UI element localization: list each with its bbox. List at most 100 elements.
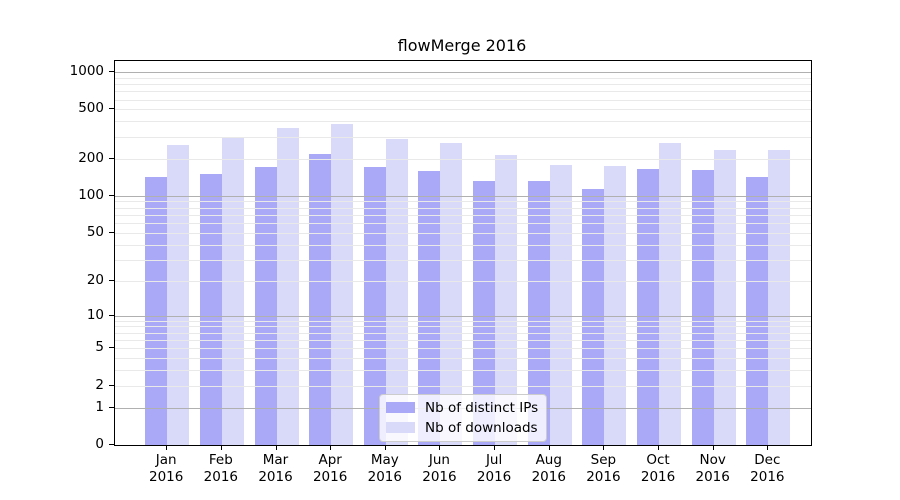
y-tick-label-200: 200 <box>78 149 104 166</box>
gridline-major-10 <box>115 315 811 317</box>
x-tick-label-aug: Aug 2016 <box>531 452 566 485</box>
bar-distinct-ips-feb <box>199 173 222 445</box>
legend: Nb of distinct IPs Nb of downloads <box>379 394 547 442</box>
bar-downloads-apr <box>331 124 354 445</box>
y-tick-label-2: 2 <box>95 376 104 393</box>
bar-distinct-ips-jan <box>145 176 168 445</box>
y-tick-label-20: 20 <box>86 271 104 288</box>
y-tick-mark-5 <box>109 347 114 349</box>
bar-downloads-dec <box>768 150 791 445</box>
x-tick-mark-mar <box>275 445 277 450</box>
gridline-minor-9 <box>115 320 811 322</box>
bar-downloads-mar <box>276 127 299 445</box>
x-tick-label-sep: Sep 2016 <box>586 452 621 485</box>
x-tick-mark-jan <box>166 445 168 450</box>
gridline-minor-2 <box>115 385 811 387</box>
bar-downloads-oct <box>659 142 682 445</box>
gridline-minor-4 <box>115 358 811 360</box>
y-tick-mark-2 <box>109 384 114 386</box>
gridline-minor-3 <box>115 370 811 372</box>
legend-item-distinct-ips: Nb of distinct IPs <box>386 399 539 416</box>
x-tick-label-nov: Nov 2016 <box>695 452 730 485</box>
chart-title: flowMerge 2016 <box>397 36 527 55</box>
bar-distinct-ips-nov <box>691 169 714 445</box>
grid-layer <box>115 61 811 445</box>
bar-downloads-sep <box>604 166 627 445</box>
legend-swatch-distinct-ips <box>386 402 415 413</box>
bar-distinct-ips-oct <box>637 169 660 445</box>
x-tick-mark-apr <box>330 445 332 450</box>
gridline-minor-60 <box>115 223 811 225</box>
bar-downloads-feb <box>221 136 244 445</box>
bars-layer <box>115 61 811 445</box>
x-tick-mark-may <box>384 445 386 450</box>
gridline-minor-20 <box>115 280 811 282</box>
gridline-minor-90 <box>115 201 811 203</box>
y-tick-label-1000: 1000 <box>69 63 104 79</box>
gridline-minor-500 <box>115 109 811 111</box>
bar-downloads-jan <box>167 144 190 445</box>
bar-distinct-ips-dec <box>746 176 769 445</box>
y-tick-mark-1 <box>109 406 114 408</box>
legend-swatch-downloads <box>386 422 415 433</box>
x-tick-mark-jul <box>494 445 496 450</box>
y-tick-label-50: 50 <box>86 223 104 240</box>
gridline-major-1000 <box>115 72 811 73</box>
gridline-minor-900 <box>115 77 811 79</box>
gridline-minor-30 <box>115 259 811 261</box>
legend-label-downloads: Nb of downloads <box>425 419 538 436</box>
gridline-minor-300 <box>115 136 811 138</box>
x-tick-label-apr: Apr 2016 <box>312 452 348 485</box>
y-tick-mark-0 <box>109 444 114 445</box>
x-tick-mark-jun <box>439 445 441 450</box>
x-tick-label-jan: Jan 2016 <box>149 452 184 485</box>
y-tick-mark-50 <box>109 231 114 233</box>
y-tick-mark-200 <box>109 157 114 159</box>
x-tick-label-jul: Jul 2016 <box>476 452 512 485</box>
y-tick-mark-10 <box>109 314 114 316</box>
y-tick-label-0: 0 <box>95 436 104 452</box>
x-tick-label-jun: Jun 2016 <box>422 452 457 485</box>
y-tick-mark-100 <box>109 194 114 196</box>
y-tick-label-100: 100 <box>78 186 104 203</box>
x-tick-mark-nov <box>712 445 714 450</box>
bar-distinct-ips-jun <box>418 171 441 445</box>
plot-area <box>114 60 812 446</box>
bar-distinct-ips-apr <box>309 153 332 445</box>
gridline-minor-800 <box>115 84 811 86</box>
gridline-minor-5 <box>115 348 811 350</box>
gridline-minor-40 <box>115 244 811 246</box>
x-tick-label-dec: Dec 2016 <box>750 452 785 485</box>
x-tick-label-mar: Mar 2016 <box>258 452 293 485</box>
gridline-minor-7 <box>115 332 811 334</box>
y-tick-label-10: 10 <box>86 306 104 323</box>
gridline-minor-8 <box>115 326 811 328</box>
gridline-minor-600 <box>115 99 811 101</box>
legend-item-downloads: Nb of downloads <box>386 419 539 436</box>
x-tick-mark-dec <box>767 445 769 450</box>
gridline-minor-80 <box>115 207 811 209</box>
bar-downloads-jun <box>440 142 463 445</box>
y-tick-label-1: 1 <box>95 398 104 415</box>
x-tick-mark-aug <box>548 445 550 450</box>
x-tick-label-feb: Feb 2016 <box>203 452 239 485</box>
x-tick-mark-feb <box>220 445 222 450</box>
gridline-major-100 <box>115 195 811 197</box>
bar-downloads-jul <box>495 154 518 445</box>
gridline-minor-6 <box>115 339 811 341</box>
bar-distinct-ips-may <box>363 167 386 445</box>
bar-downloads-aug <box>549 164 572 445</box>
gridline-minor-70 <box>115 214 811 216</box>
gridline-minor-400 <box>115 121 811 123</box>
bar-distinct-ips-sep <box>582 189 605 445</box>
y-tick-mark-1000 <box>109 71 114 72</box>
x-tick-label-may: May 2016 <box>367 452 402 485</box>
y-tick-label-5: 5 <box>95 339 104 356</box>
bar-distinct-ips-jul <box>473 181 496 445</box>
bar-distinct-ips-mar <box>254 167 277 445</box>
y-tick-mark-20 <box>109 279 114 281</box>
x-tick-mark-sep <box>603 445 605 450</box>
gridline-minor-50 <box>115 232 811 234</box>
y-tick-mark-500 <box>109 108 114 110</box>
